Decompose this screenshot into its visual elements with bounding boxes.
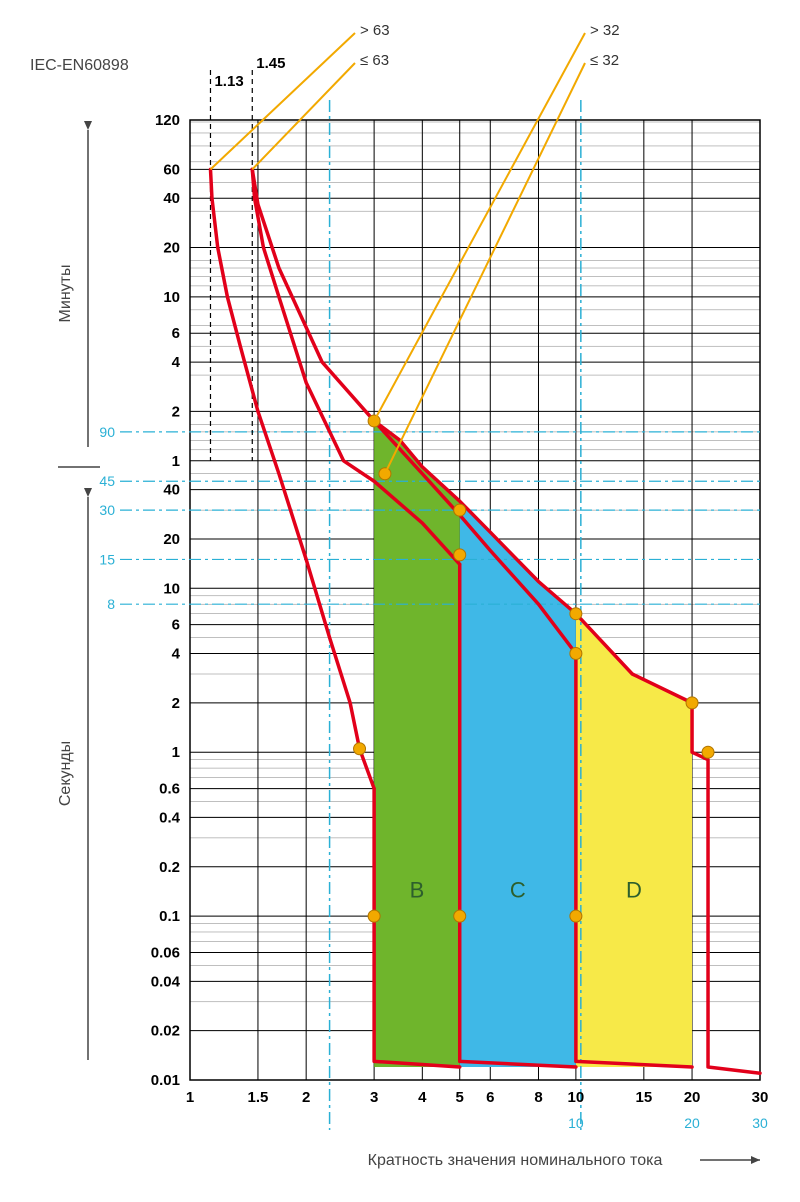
y-tick-label: 40 — [163, 482, 180, 499]
y-tick-label: 0.4 — [159, 809, 181, 826]
zones-layer — [374, 421, 692, 1067]
y-tick-label: 20 — [163, 531, 180, 548]
zone-D — [576, 614, 692, 1067]
y-tick-label: 10 — [163, 289, 180, 306]
vline-top-label: 1.45 — [256, 55, 285, 72]
marker-dot — [454, 910, 466, 922]
x-tick-label: 1.5 — [248, 1089, 269, 1106]
callout-line — [210, 33, 355, 169]
x-cyan-tick-label: 20 — [684, 1115, 700, 1131]
x-tick-label: 30 — [752, 1089, 769, 1106]
callout-label: ≤ 32 — [590, 52, 619, 69]
zone-label-B: B — [410, 877, 425, 902]
callout-line — [385, 63, 585, 474]
vline-top-label: 1.13 — [214, 73, 243, 90]
y-tick-label: 4 — [172, 646, 181, 663]
x-tick-label: 15 — [635, 1089, 652, 1106]
x-axis-label: Кратность значения номинального тока — [368, 1152, 663, 1169]
y-axis-seconds-label: Секунды — [57, 741, 74, 806]
y-tick-label: 1 — [172, 453, 180, 470]
x-tick-label: 10 — [568, 1089, 585, 1106]
marker-dot — [354, 743, 366, 755]
x-tick-label: 20 — [684, 1089, 701, 1106]
callout-label: > 63 — [360, 22, 390, 39]
y-tick-label: 0.02 — [151, 1023, 180, 1040]
trip-curve — [692, 703, 760, 1073]
y-tick-label: 1 — [172, 744, 180, 761]
cyan-hline-label: 90 — [99, 424, 115, 440]
y-tick-label: 6 — [172, 617, 180, 634]
y-tick-label: 2 — [172, 695, 180, 712]
marker-dot — [368, 910, 380, 922]
y-tick-label: 2 — [172, 403, 180, 420]
y-axis-minutes-label: Минуты — [57, 265, 74, 323]
callout-label: > 32 — [590, 22, 620, 39]
y-tick-label: 0.01 — [151, 1072, 180, 1089]
x-tick-label: 2 — [302, 1089, 310, 1106]
zone-label-D: D — [626, 877, 642, 902]
trip-curve — [210, 169, 374, 788]
marker-dot — [570, 648, 582, 660]
callout-line — [374, 33, 585, 421]
cyan-hline-label: 8 — [107, 596, 115, 612]
y-tick-label: 0.2 — [159, 859, 180, 876]
y-tick-label: 0.06 — [151, 944, 180, 961]
marker-dot — [454, 504, 466, 516]
marker-dot — [702, 746, 714, 758]
cyan-hline-label: 15 — [99, 551, 115, 567]
y-axis-arrowhead — [84, 488, 92, 497]
marker-dot — [570, 910, 582, 922]
x-tick-label: 6 — [486, 1089, 494, 1106]
chart-title: IEC-EN60898 — [30, 57, 129, 74]
x-tick-label: 8 — [534, 1089, 542, 1106]
x-tick-label: 4 — [418, 1089, 427, 1106]
x-tick-label: 5 — [456, 1089, 464, 1106]
x-tick-label: 1 — [186, 1089, 194, 1106]
x-cyan-tick-label: 30 — [752, 1115, 768, 1131]
y-tick-label: 10 — [163, 580, 180, 597]
x-cyan-tick-label: 10 — [568, 1115, 584, 1131]
marker-dot — [570, 608, 582, 620]
zone-label-C: C — [510, 877, 526, 902]
y-tick-label: 6 — [172, 325, 180, 342]
trip-curve-chart: 0.010.020.040.060.10.20.40.6124610204012… — [0, 0, 800, 1202]
x-tick-label: 3 — [370, 1089, 378, 1106]
y-tick-label: 0.6 — [159, 781, 180, 798]
y-tick-label: 20 — [163, 240, 180, 257]
cyan-hline-label: 30 — [99, 502, 115, 518]
zone-C — [460, 501, 576, 1067]
y-tick-label: 40 — [163, 190, 180, 207]
callout-label: ≤ 63 — [360, 52, 389, 69]
marker-dot — [454, 549, 466, 561]
y-tick-label: 60 — [163, 161, 180, 178]
y-tick-label: 4 — [172, 354, 181, 371]
y-axis-arrowhead — [84, 121, 92, 130]
marker-dot — [686, 697, 698, 709]
x-axis-arrowhead — [751, 1156, 760, 1164]
y-tick-label: 0.04 — [151, 973, 181, 990]
y-tick-label: 0.1 — [159, 908, 180, 925]
cyan-hline-label: 45 — [99, 473, 115, 489]
y-tick-label: 120 — [155, 112, 180, 129]
